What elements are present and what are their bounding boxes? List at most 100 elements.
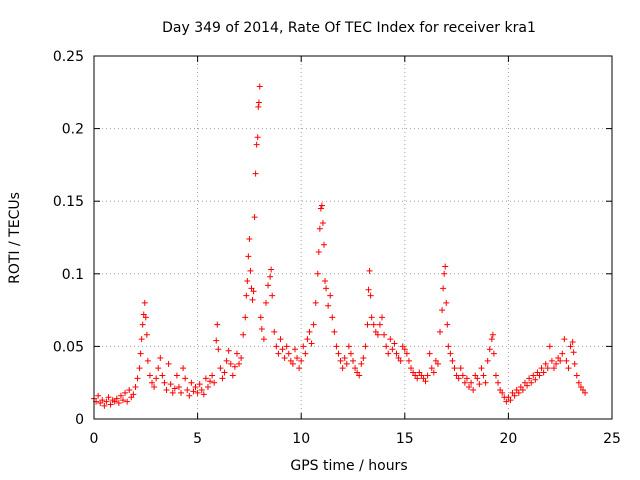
data-point [257,314,264,321]
data-point [138,336,145,343]
data-point [571,360,578,367]
data-point [300,343,307,350]
data-point [365,286,372,293]
data-point [247,267,254,274]
data-point [507,397,514,404]
y-tick-label: 0.1 [62,267,84,283]
data-point [246,235,253,242]
data-point [445,343,452,350]
data-point [362,343,369,350]
data-point [269,292,276,299]
data-point [260,336,267,343]
data-point [236,360,243,367]
data-point [163,386,170,393]
x-tick-label: 0 [90,431,99,447]
data-point [256,83,263,90]
data-point [255,99,262,106]
data-point [107,401,114,408]
data-point [126,386,133,393]
data-point [180,365,187,372]
data-point [229,372,236,379]
data-point [238,355,245,362]
data-point [526,375,533,382]
data-point [99,397,106,404]
data-point [268,266,275,273]
data-point [225,347,232,354]
data-point [444,321,451,328]
data-point [345,343,352,350]
data-point [573,372,580,379]
data-point [569,339,576,346]
data-point [262,299,269,306]
data-point [405,357,412,364]
data-point [387,336,394,343]
data-point [315,249,322,256]
data-point [161,379,168,386]
data-point [320,241,327,248]
data-point [277,336,284,343]
data-point [304,336,311,343]
data-point [244,278,251,285]
data-point [352,365,359,372]
data-point [190,388,197,395]
data-point [563,357,570,364]
data-point [401,346,408,353]
data-point [440,285,447,292]
data-point [492,372,499,379]
y-tick-label: 0.05 [53,339,84,355]
data-points [91,83,589,409]
x-tick-label: 25 [603,431,621,447]
data-point [414,375,421,382]
data-point [317,205,324,212]
data-point [426,350,433,357]
data-point [449,357,456,364]
data-point [117,392,124,399]
data-point [524,382,531,389]
data-point [368,314,375,321]
data-point [283,343,290,350]
y-tick-label: 0.2 [62,122,84,138]
data-point [575,379,582,386]
data-point [115,400,122,407]
data-point [451,365,458,372]
data-point [219,375,226,382]
data-point [302,350,309,357]
grid-lines [94,56,612,419]
data-point [182,375,189,382]
data-point [101,402,108,409]
data-point [157,355,164,362]
data-point [298,357,305,364]
data-point [442,263,449,270]
data-point [360,355,367,362]
data-point [582,389,589,396]
data-point [178,389,185,396]
data-point [291,346,298,353]
x-tick-label: 20 [499,431,517,447]
data-point [335,350,342,357]
data-point [122,389,129,396]
data-point [476,381,483,388]
data-point [455,375,462,382]
data-point [482,379,489,386]
data-point [383,343,390,350]
data-point [198,386,205,393]
data-point [188,379,195,386]
data-point [231,363,238,370]
data-point [285,350,292,357]
data-point [323,285,330,292]
data-point [565,365,572,372]
data-point [214,321,221,328]
data-point [434,360,441,367]
data-point [488,336,495,343]
data-point [142,314,149,321]
data-point [134,375,141,382]
data-point [95,392,102,399]
data-point [159,372,166,379]
data-point [422,378,429,385]
x-tick-label: 5 [193,431,202,447]
data-point [374,331,381,338]
data-point [249,296,256,303]
data-point [519,386,526,393]
data-point [557,357,564,364]
